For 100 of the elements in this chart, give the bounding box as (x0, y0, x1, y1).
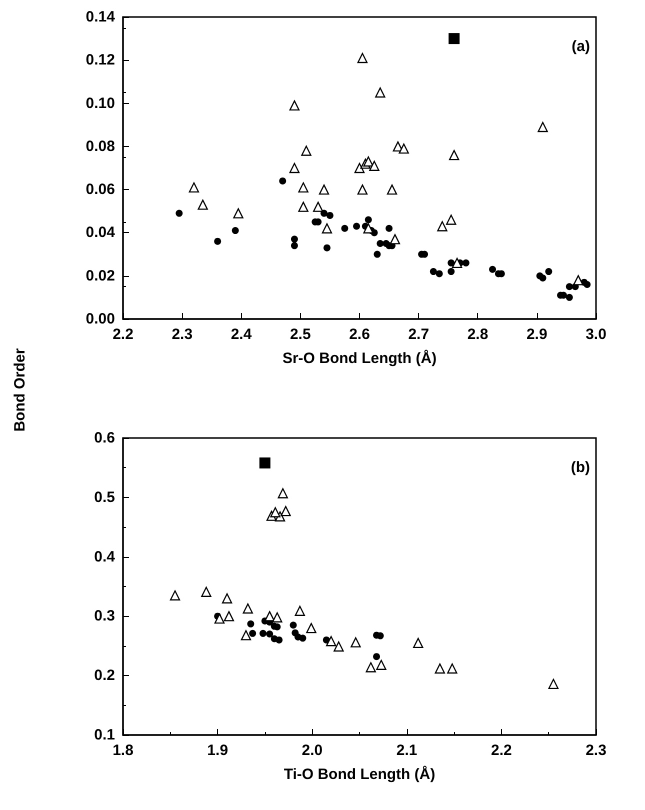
y-tick-label: 0.1 (94, 726, 115, 744)
x-tick-label: 2.5 (290, 326, 311, 343)
x-axis-title: Sr-O Bond Length (Å) (282, 349, 437, 367)
point (548, 678, 559, 690)
point (232, 227, 239, 234)
point (448, 33, 460, 44)
point (270, 507, 280, 518)
point (386, 184, 398, 195)
x-tick-label: 2.3 (586, 742, 606, 759)
point (280, 506, 291, 516)
point (363, 223, 374, 234)
point (436, 270, 443, 278)
point (434, 663, 446, 674)
x-tick-label: 2.1 (396, 742, 418, 759)
annotation: (a) (572, 38, 590, 55)
y-tick-label: 0.02 (86, 267, 115, 284)
point (214, 238, 222, 245)
x-tick-label: 3.0 (586, 326, 606, 343)
point (437, 221, 448, 232)
point (323, 244, 330, 252)
point (452, 258, 462, 268)
x-tick-label: 2.2 (112, 326, 134, 343)
y-tick-label: 0.14 (86, 8, 116, 26)
point (376, 632, 384, 640)
point (260, 630, 267, 637)
point (462, 259, 470, 266)
point (364, 216, 372, 224)
point (353, 222, 360, 230)
point (366, 662, 376, 672)
point (290, 236, 298, 243)
point (449, 150, 460, 160)
x-tick-label: 2.7 (408, 326, 430, 343)
y-tick-label: 0.04 (86, 224, 116, 242)
point (363, 156, 374, 167)
point (322, 223, 332, 234)
y-tick-label: 0.3 (94, 608, 115, 625)
point (266, 630, 274, 638)
point (357, 52, 368, 64)
point (222, 593, 232, 604)
x-tick-label: 2.3 (172, 326, 193, 343)
point (240, 630, 252, 640)
point (447, 663, 458, 674)
x-tick-label: 2.0 (302, 742, 323, 759)
annotation: (b) (570, 459, 590, 476)
x-tick-label: 1.8 (112, 742, 134, 759)
point (545, 268, 552, 276)
y-axis-title: Bond Order (12, 348, 28, 432)
point (374, 250, 381, 258)
point (448, 268, 455, 276)
point (264, 611, 275, 622)
point (276, 636, 283, 644)
point (354, 162, 365, 174)
point (326, 636, 336, 646)
point (566, 283, 573, 290)
point (233, 208, 244, 218)
x-axis-title: Ti-O Bond Length (Å) (284, 765, 436, 783)
point (573, 275, 584, 286)
point (446, 214, 456, 225)
point (301, 146, 312, 156)
point (334, 641, 344, 652)
point (386, 224, 393, 232)
point (298, 202, 308, 212)
x-tick-label: 2.4 (230, 326, 252, 343)
point (294, 606, 305, 616)
point (214, 613, 225, 624)
point (201, 586, 212, 597)
point (448, 259, 455, 266)
point (376, 240, 384, 247)
point (272, 612, 282, 622)
y-tick-label: 0.10 (86, 94, 115, 112)
point (306, 622, 316, 634)
point (369, 160, 380, 171)
point (176, 210, 183, 217)
y-tick-label: 0.2 (94, 667, 115, 684)
point (298, 182, 308, 193)
point (413, 638, 424, 648)
point (279, 177, 286, 184)
y-tick-label: 0.4 (94, 548, 116, 566)
point (341, 224, 348, 232)
point (398, 143, 409, 154)
point (249, 630, 256, 637)
point (278, 488, 288, 498)
point (224, 611, 234, 622)
point (489, 266, 496, 273)
point (326, 212, 334, 219)
x-tick-label: 2.9 (526, 326, 548, 343)
point (390, 234, 400, 244)
point (376, 660, 386, 670)
point (198, 200, 208, 210)
y-tick-label: 0.5 (94, 488, 115, 506)
x-tick-label: 2.6 (349, 326, 370, 343)
point (290, 242, 298, 250)
x-tick-label: 2.8 (467, 326, 488, 343)
y-tick-label: 0.08 (86, 138, 115, 155)
point (259, 457, 270, 468)
x-tick-label: 2.2 (490, 742, 512, 759)
point (566, 294, 573, 301)
point (289, 100, 300, 111)
point (357, 184, 368, 195)
point (538, 122, 548, 132)
